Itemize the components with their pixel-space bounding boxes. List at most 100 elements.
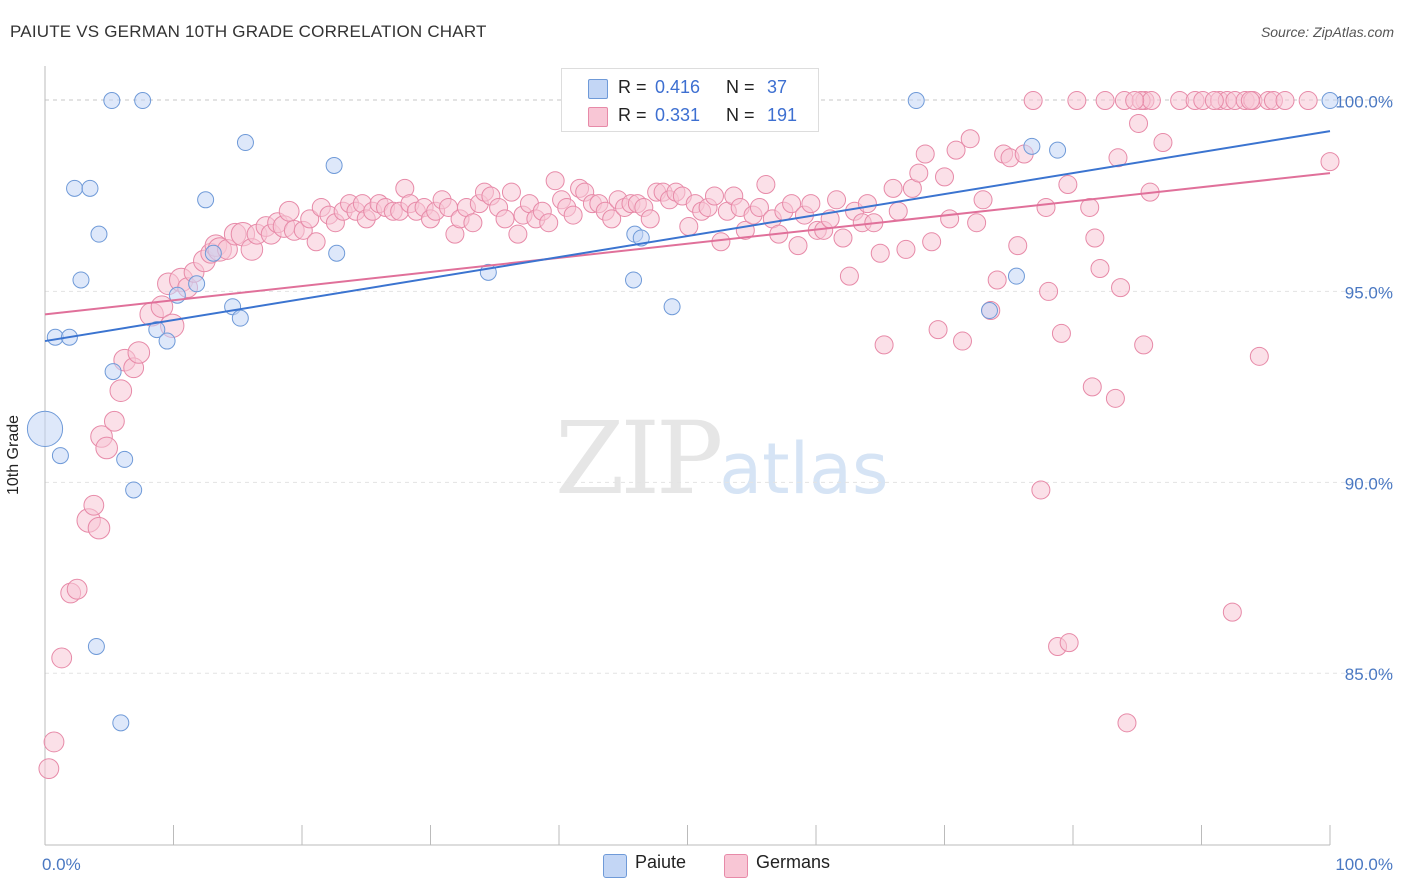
germans-point bbox=[1204, 91, 1224, 111]
germans-point bbox=[928, 320, 948, 340]
germans-point bbox=[839, 266, 859, 286]
germans-point bbox=[1058, 175, 1078, 195]
germans-point bbox=[788, 236, 808, 256]
axes bbox=[44, 66, 1331, 846]
germans-point bbox=[602, 209, 622, 229]
germans-point bbox=[711, 232, 731, 252]
germans-point bbox=[704, 186, 724, 206]
germans-point bbox=[888, 201, 908, 221]
legend: R = 0.416 N = 37 R = 0.331 N = 191 bbox=[561, 68, 819, 132]
n-value: 191 bbox=[767, 105, 798, 125]
paiute-point bbox=[197, 191, 215, 209]
germans-point bbox=[987, 270, 1007, 290]
germans-point bbox=[940, 209, 960, 229]
y-tick-label: 90.0% bbox=[1345, 474, 1393, 493]
germans-points bbox=[38, 91, 1340, 780]
germans-point bbox=[935, 167, 954, 187]
germans-point bbox=[300, 209, 320, 229]
legend-row-germans: R = 0.331 N = 191 bbox=[562, 101, 818, 129]
germans-point bbox=[539, 213, 559, 233]
germans-point bbox=[782, 194, 802, 214]
germans-point bbox=[501, 182, 521, 202]
paiute-point bbox=[46, 328, 64, 346]
paiute-legend-swatch bbox=[603, 854, 627, 878]
r-value: 0.416 bbox=[655, 77, 701, 97]
n-label: N = bbox=[726, 105, 755, 125]
germans-point bbox=[1080, 197, 1100, 217]
germans-point bbox=[915, 144, 935, 164]
watermark-atlas: atlas bbox=[719, 428, 889, 510]
paiute-point bbox=[104, 363, 122, 381]
germans-point bbox=[1108, 148, 1128, 168]
paiute-point bbox=[134, 92, 152, 110]
paiute-point bbox=[81, 179, 99, 197]
paiute-point bbox=[103, 92, 121, 110]
n-label: N = bbox=[726, 77, 755, 97]
germans-point bbox=[1067, 91, 1087, 111]
legend-row-paiute: R = 0.416 N = 37 bbox=[562, 73, 818, 101]
germans-point bbox=[1095, 91, 1115, 111]
germans-point bbox=[66, 578, 88, 600]
germans-point bbox=[909, 163, 929, 183]
germans-point bbox=[1039, 281, 1059, 301]
paiute-point bbox=[188, 275, 206, 293]
paiute-legend-label: Paiute bbox=[635, 852, 687, 872]
germans-point bbox=[756, 175, 776, 195]
germans-point bbox=[749, 197, 769, 217]
germans-point bbox=[1117, 713, 1137, 733]
germans-point bbox=[801, 194, 821, 214]
germans-point bbox=[306, 232, 326, 252]
germans-point bbox=[1023, 91, 1043, 111]
paiute-point bbox=[116, 450, 134, 468]
paiute-point bbox=[1023, 137, 1041, 155]
paiute-point bbox=[204, 244, 222, 262]
y-tick-label: 85.0% bbox=[1345, 665, 1393, 684]
germans-point bbox=[495, 209, 515, 229]
germans-point bbox=[1036, 197, 1056, 217]
tick-labels: 85.0% 90.0% 95.0% 100.0% 0.0% 100.0% bbox=[42, 93, 1393, 874]
r-label: R = bbox=[618, 105, 647, 125]
paiute-point bbox=[328, 244, 346, 262]
germans-point bbox=[874, 335, 894, 355]
germans-point bbox=[1008, 236, 1028, 256]
paiute-swatch bbox=[588, 79, 608, 99]
germans-point bbox=[870, 243, 890, 263]
germans-point bbox=[679, 217, 699, 237]
n-value: 37 bbox=[767, 77, 788, 97]
germans-point bbox=[278, 200, 300, 222]
trend-lines bbox=[44, 130, 1331, 343]
germans-point bbox=[1222, 602, 1242, 622]
paiute-point bbox=[125, 481, 143, 499]
r-value: 0.331 bbox=[655, 105, 701, 125]
germans-point bbox=[857, 194, 877, 214]
germans-point bbox=[1051, 323, 1071, 343]
paiute-point bbox=[1321, 92, 1339, 110]
paiute-point bbox=[1049, 141, 1067, 159]
y-tick-label: 95.0% bbox=[1345, 283, 1393, 302]
x-tick-label: 0.0% bbox=[42, 855, 81, 874]
germans-point bbox=[51, 647, 73, 669]
paiute-point bbox=[158, 332, 176, 350]
paiute-point bbox=[112, 714, 130, 732]
watermark-zip: ZIP bbox=[555, 400, 723, 517]
germans-point bbox=[883, 178, 903, 198]
germans-point bbox=[1111, 278, 1131, 298]
paiute-point bbox=[663, 298, 681, 316]
paiute-point bbox=[980, 302, 998, 320]
germans-point bbox=[946, 140, 966, 160]
source-label: Source: ZipAtlas.com bbox=[1260, 24, 1394, 40]
germans-point bbox=[127, 341, 151, 364]
paiute-point bbox=[26, 410, 64, 447]
paiute-point bbox=[236, 134, 254, 152]
germans-point bbox=[103, 410, 125, 432]
germans-point bbox=[1134, 335, 1154, 355]
germans-point bbox=[952, 331, 972, 351]
germans-swatch bbox=[588, 107, 608, 127]
germans-point bbox=[508, 224, 528, 244]
germans-point bbox=[1125, 91, 1145, 111]
y-tick-label: 100.0% bbox=[1335, 93, 1393, 112]
germans-point bbox=[833, 228, 853, 248]
paiute-trend-line bbox=[44, 130, 1331, 343]
paiute-point bbox=[87, 637, 105, 655]
